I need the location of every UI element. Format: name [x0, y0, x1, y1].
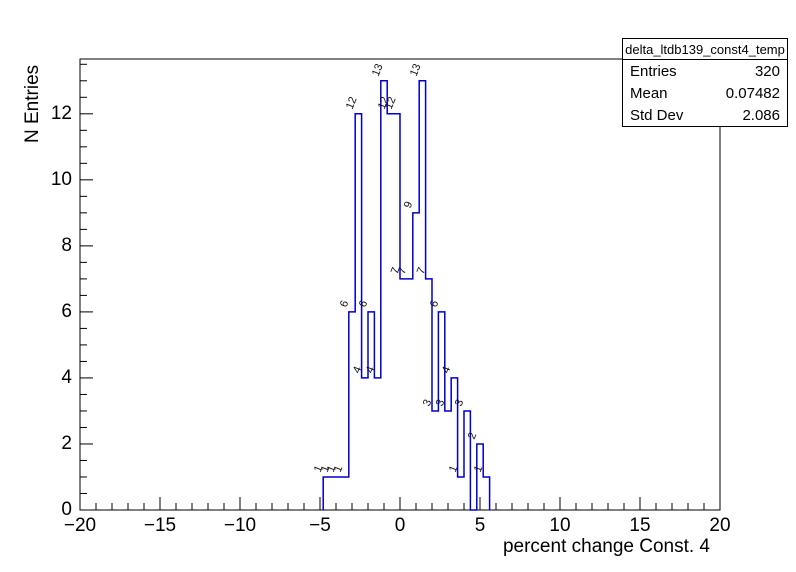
x-tick-label: 5 [474, 515, 486, 536]
x-tick-label: −15 [143, 515, 177, 536]
stats-box-title: delta_ltdb139_const4_temp [623, 39, 787, 60]
y-axis-title: N Entries [22, 64, 43, 143]
stats-row: Entries 320 [623, 60, 787, 82]
stats-box-rows: Entries 320 Mean 0.07482 Std Dev 2.086 [623, 60, 787, 126]
stats-box: delta_ltdb139_const4_temp Entries 320 Mean… [622, 38, 788, 127]
histogram-outline [322, 80, 491, 511]
y-tick-label: 12 [50, 102, 72, 124]
stats-row-value: 2.086 [742, 106, 780, 124]
x-tick-label: 10 [549, 515, 571, 536]
stats-row-value: 320 [754, 62, 780, 80]
stats-row-name: Std Dev [630, 106, 684, 124]
stats-row: Std Dev 2.086 [623, 104, 787, 126]
y-tick-label: 0 [61, 499, 72, 520]
stats-row-name: Mean [630, 84, 668, 102]
y-tick-label: 2 [61, 432, 72, 454]
x-tick-label: −20 [63, 515, 97, 536]
x-tick-label: 15 [629, 515, 651, 536]
y-tick-label: 8 [61, 234, 72, 256]
y-tick-label: 10 [50, 168, 72, 190]
y-tick-label: 6 [61, 300, 72, 322]
stats-row-value: 0.07482 [725, 84, 780, 102]
x-tick-label: 20 [709, 515, 731, 536]
x-axis-title: percent change Const. 4 [502, 536, 710, 557]
stats-row-name: Entries [630, 62, 677, 80]
y-tick-label: 4 [61, 366, 72, 388]
x-tick-label: −5 [309, 515, 331, 536]
stats-row: Mean 0.07482 [623, 82, 787, 104]
x-tick-label: 0 [394, 515, 406, 536]
x-tick-label: −10 [223, 515, 257, 536]
